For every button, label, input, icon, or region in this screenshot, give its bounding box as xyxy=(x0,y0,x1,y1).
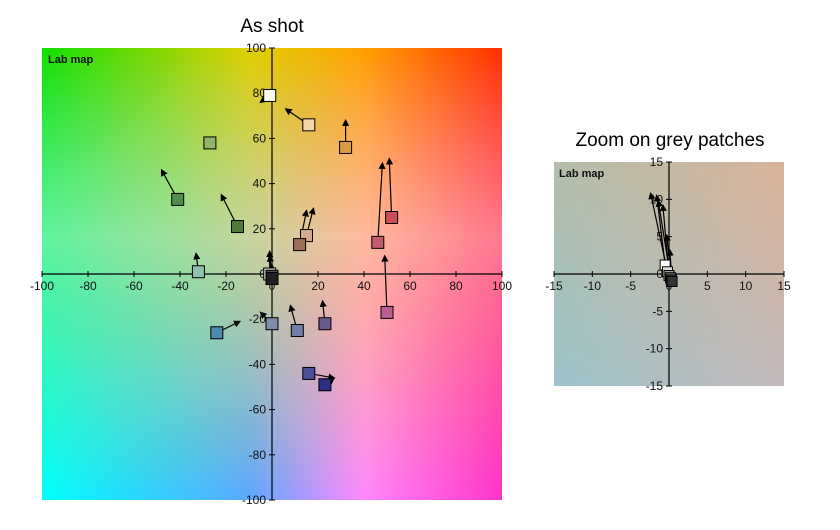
x-tick-label: -20 xyxy=(217,279,235,293)
zoom-grey-chart: Zoom on grey patches Lab map -15 -10 -5 0 5 1… xyxy=(545,130,791,393)
y-tick-label: -20 xyxy=(249,312,267,326)
x-tick-label: -5 xyxy=(625,279,636,293)
map-label: Lab map xyxy=(48,54,94,66)
x-tick-label: -15 xyxy=(545,279,563,293)
patch-marker xyxy=(290,324,304,337)
patch-marker xyxy=(302,366,316,380)
shift-arrow xyxy=(648,191,669,272)
patch-marker xyxy=(265,317,279,331)
y-tick-label: -80 xyxy=(249,448,267,462)
y-tick-label: -5 xyxy=(652,304,663,318)
x-tick-label: 10 xyxy=(739,279,753,293)
x-tick-label: -80 xyxy=(79,279,97,293)
x-tick-label: -10 xyxy=(584,279,602,293)
patch-marker xyxy=(210,326,224,340)
x-tick-label: -40 xyxy=(171,279,189,293)
y-tick-label: 40 xyxy=(253,177,267,191)
patch-marker xyxy=(302,118,316,132)
chart-title: As shot xyxy=(240,16,304,37)
map-label: Lab map xyxy=(559,168,605,180)
x-tick-label: 20 xyxy=(311,279,325,293)
x-tick-label: -100 xyxy=(30,279,54,293)
y-tick-label: 60 xyxy=(253,131,267,145)
patch-marker xyxy=(339,140,353,154)
shift-arrow xyxy=(381,254,389,313)
chart-title: Zoom on grey patches xyxy=(575,130,764,151)
y-tick-label: -40 xyxy=(249,357,267,371)
patch-marker xyxy=(371,235,385,249)
patch-marker xyxy=(231,220,244,234)
y-tick-label: 0 xyxy=(259,267,266,281)
patch-marker xyxy=(318,378,332,392)
patch-marker xyxy=(318,317,332,331)
y-tick-label: 0 xyxy=(656,267,663,281)
y-tick-label: -100 xyxy=(242,493,266,507)
patch-marker xyxy=(666,275,678,287)
y-tick-label: 100 xyxy=(246,41,266,55)
x-tick-label: 15 xyxy=(777,279,791,293)
y-tick-label: 20 xyxy=(253,222,267,236)
shift-arrow xyxy=(385,157,394,218)
patch-marker xyxy=(265,272,279,286)
as-shot-chart: As shot Lab map -100 -80 -60 -40 -20 0 20 40 60 8… xyxy=(30,16,512,507)
patch-marker xyxy=(263,88,277,102)
shift-arrow xyxy=(377,161,386,243)
patch-marker xyxy=(191,265,205,279)
x-tick-label: 60 xyxy=(403,279,417,293)
x-tick-label: 5 xyxy=(704,279,711,293)
patch-marker xyxy=(380,305,394,319)
x-tick-label: 40 xyxy=(357,279,371,293)
patch-marker xyxy=(171,192,185,206)
x-tick-label: 100 xyxy=(492,279,512,293)
x-tick-label: 0 xyxy=(269,279,276,293)
y-tick-label: 15 xyxy=(650,155,664,169)
patch-marker xyxy=(293,238,307,252)
y-tick-label: -10 xyxy=(646,342,664,356)
patch-marker xyxy=(203,136,217,150)
y-tick-label: -15 xyxy=(646,379,664,393)
patch-marker xyxy=(385,211,399,224)
y-tick-label: -60 xyxy=(249,403,267,417)
x-tick-label: 80 xyxy=(449,279,463,293)
x-tick-label: -60 xyxy=(125,279,143,293)
